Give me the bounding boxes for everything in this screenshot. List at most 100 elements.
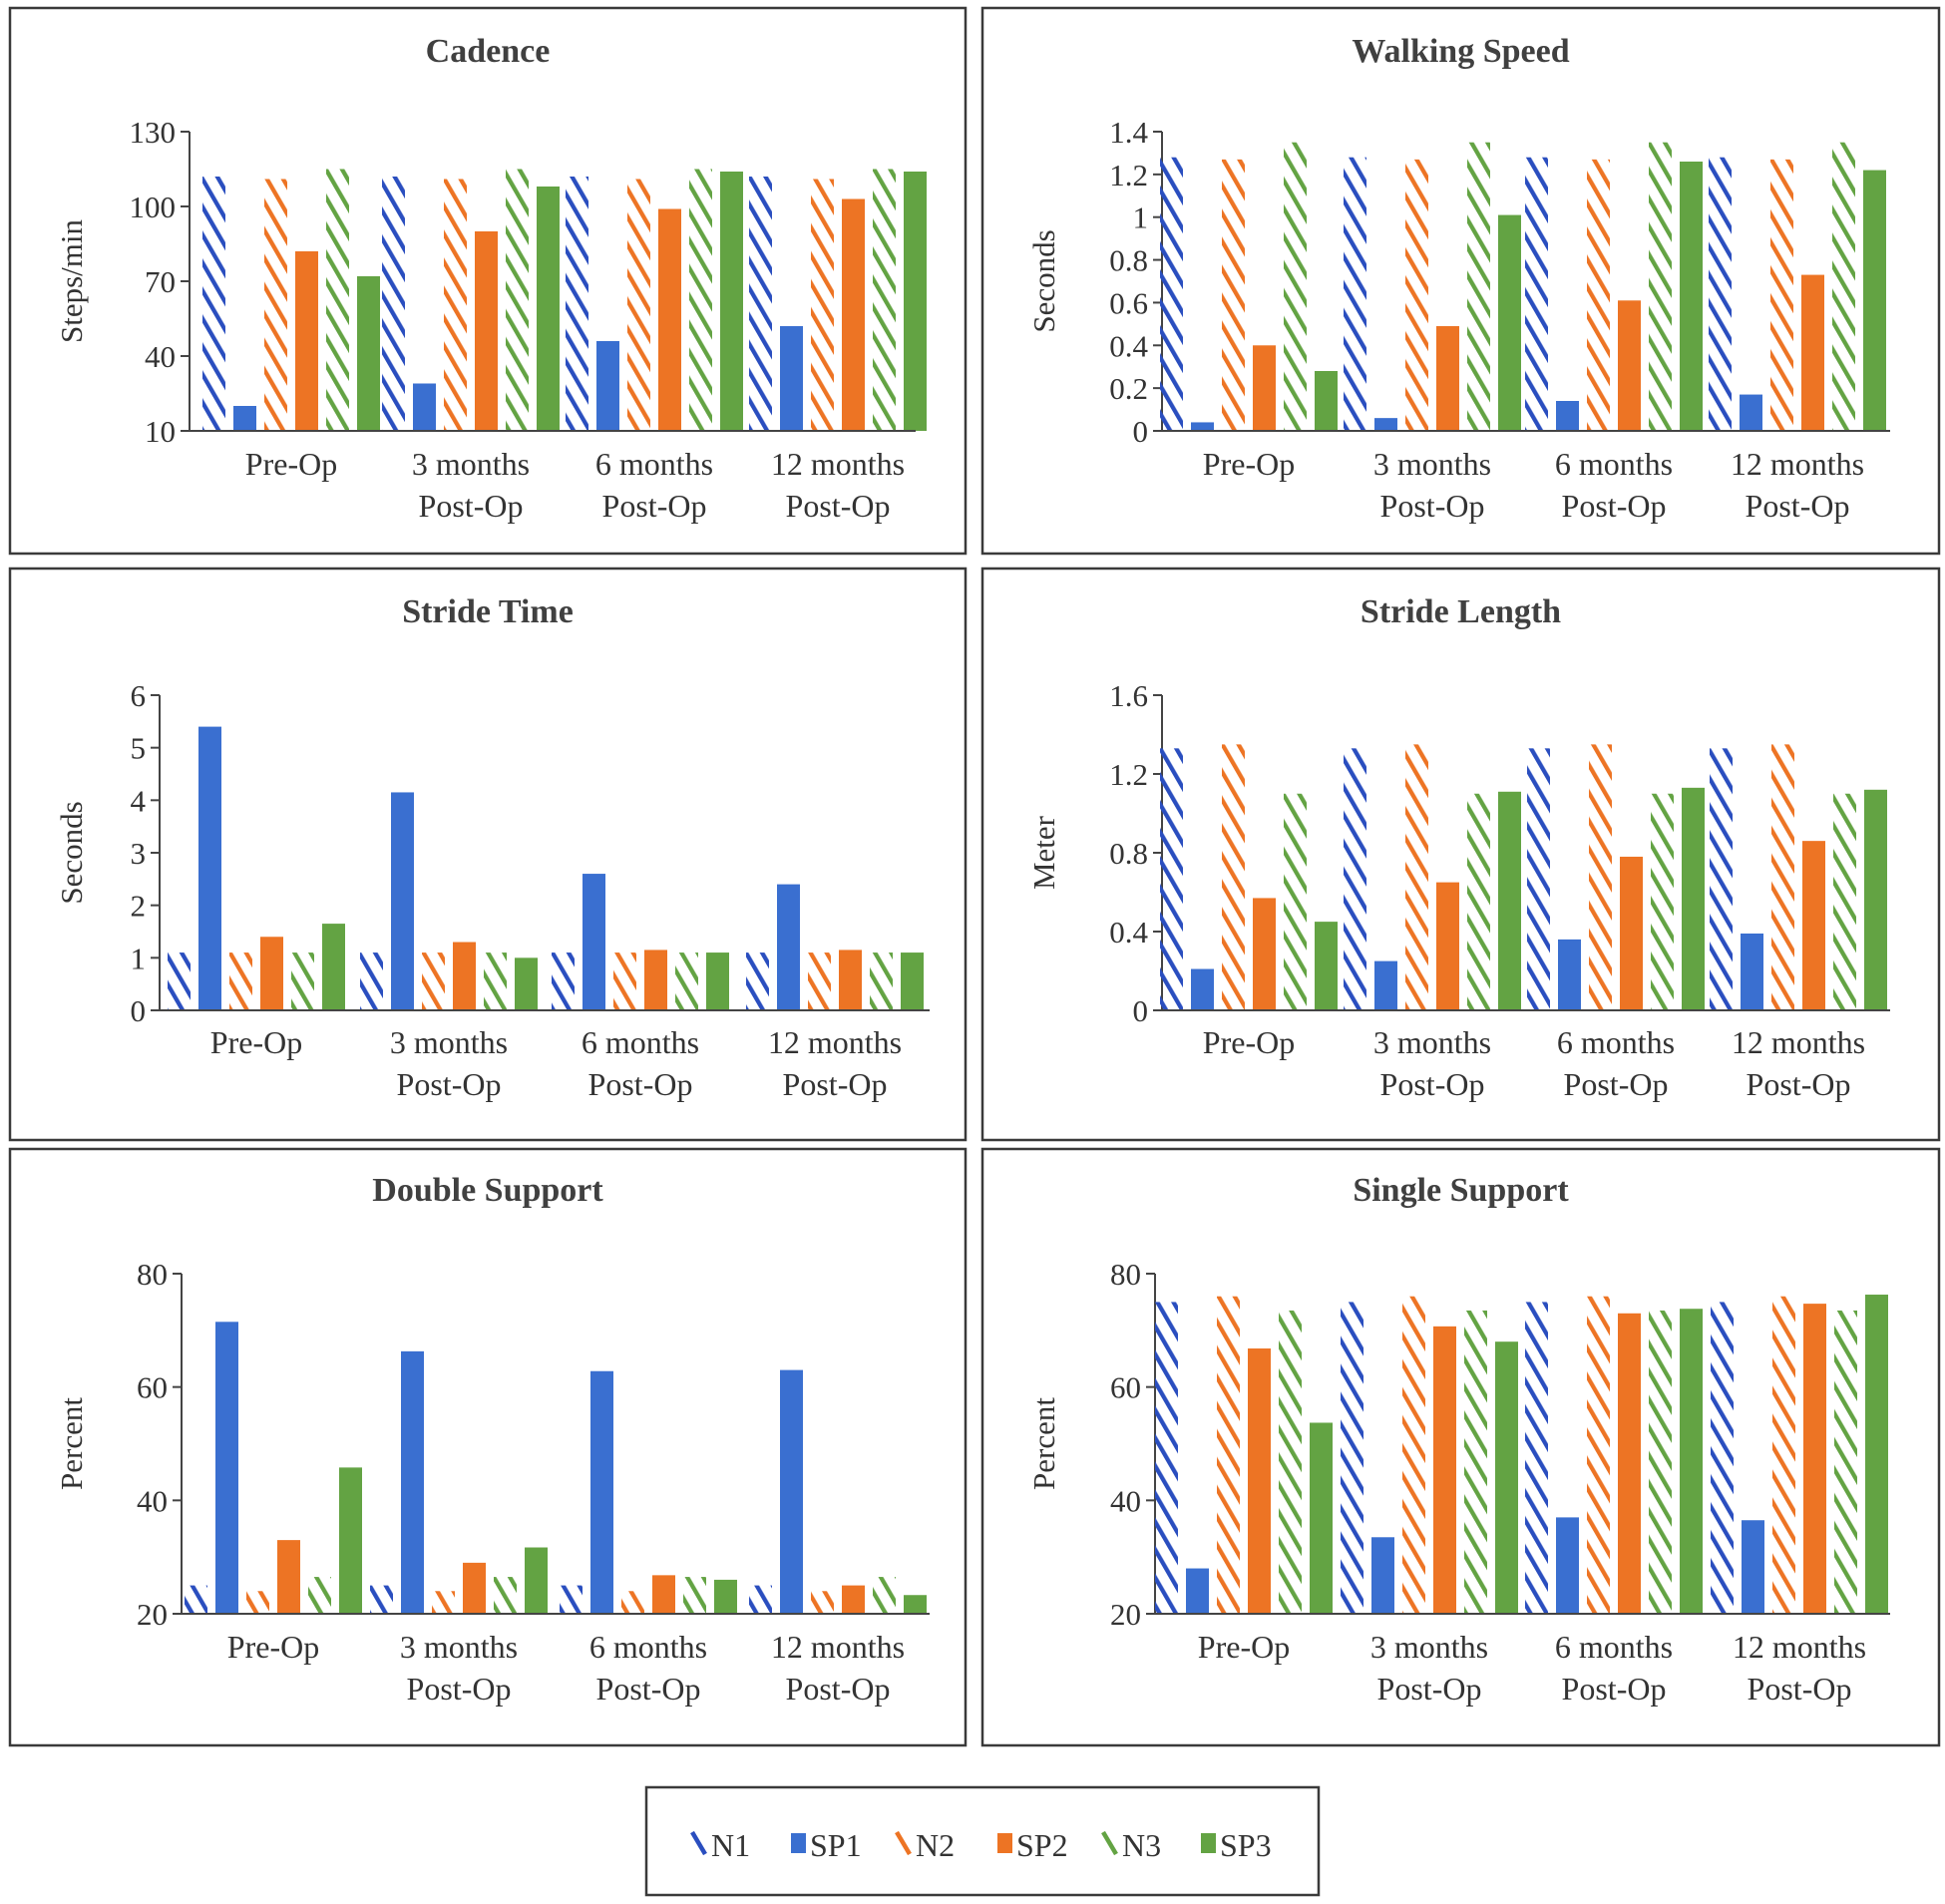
y-tick-label: 20 (1110, 1597, 1141, 1632)
bar-sp3-6-months-post-op (714, 1579, 737, 1614)
bar-n3-3-months-post-op (1467, 142, 1490, 431)
bar-sp2-12-months-post-op (1803, 1304, 1826, 1614)
x-tick-label-line: 6 months (1557, 1024, 1675, 1060)
bar-n2-pre-op (1222, 159, 1245, 431)
y-tick-label: 0.4 (1109, 328, 1148, 363)
y-tick-label: 6 (131, 678, 147, 713)
y-tick-label: 20 (137, 1597, 168, 1632)
bar-sp3-6-months-post-op (1680, 1309, 1703, 1614)
chart-title: Stride Length (1361, 593, 1561, 630)
bar-n2-12-months-post-op (1770, 159, 1793, 431)
bar-n2-pre-op (264, 179, 287, 431)
bar-n3-pre-op (1284, 142, 1307, 431)
chart-stride-time: Stride Time 0 1 2 3 4 5 6 Seconds Pre-Op 3 months P… (8, 567, 968, 1142)
bar-sp1-12-months-post-op (1742, 1520, 1764, 1614)
x-tick-label: 12 months Post-Op (1731, 446, 1864, 524)
bar-sp3-3-months-post-op (1498, 214, 1521, 431)
bar-n1-12-months-post-op (749, 177, 772, 431)
y-tick-label: 1 (1133, 200, 1149, 235)
bar-sp1-6-months-post-op (596, 341, 619, 431)
bar-n2-12-months-post-op (808, 952, 831, 1010)
x-tick-label-line: 3 months (1373, 446, 1491, 482)
bar-sp1-12-months-post-op (1740, 394, 1762, 431)
x-tick-label: 12 months Post-Op (1732, 1024, 1865, 1102)
legend-label: SP3 (1220, 1827, 1272, 1863)
bar-n2-12-months-post-op (1771, 744, 1794, 1010)
y-tick-label: 40 (1110, 1483, 1141, 1518)
bar-sp1-6-months-post-op (1556, 1517, 1579, 1614)
x-tick-label: 6 months Post-Op (582, 1024, 699, 1102)
x-tick-label: 3 months Post-Op (1373, 1024, 1491, 1102)
x-tick-label: 6 months Post-Op (1555, 1629, 1673, 1707)
y-tick-label: 80 (137, 1257, 168, 1292)
bar-n2-pre-op (1222, 744, 1245, 1010)
x-tick-label-line: 12 months (1733, 1629, 1866, 1665)
bar-sp2-6-months-post-op (1618, 1313, 1641, 1614)
bar-n1-12-months-post-op (1709, 157, 1732, 431)
bar-sp2-12-months-post-op (839, 950, 862, 1010)
bar-sp3-6-months-post-op (1680, 162, 1703, 431)
x-tick-label: 3 months Post-Op (1373, 446, 1491, 524)
x-tick-label-line: 3 months (1370, 1629, 1488, 1665)
bar-n1-6-months-post-op (1527, 748, 1550, 1010)
legend-item-n3: N3 (1101, 1827, 1161, 1863)
chart-title: Single Support (1353, 1172, 1569, 1209)
bar-sp3-pre-op (1315, 922, 1338, 1010)
legend-item-n2: N2 (895, 1827, 955, 1863)
x-tick-label-line: Pre-Op (227, 1629, 319, 1665)
bar-sp2-pre-op (295, 251, 318, 431)
bar-sp2-6-months-post-op (1620, 856, 1643, 1010)
x-tick-label-line: Post-Op (1562, 1671, 1667, 1707)
x-tick-label-line: 12 months (768, 1024, 902, 1060)
bar-n3-6-months-post-op (1649, 142, 1672, 431)
bar-n1-12-months-post-op (1710, 748, 1733, 1010)
bar-n2-pre-op (1217, 1296, 1240, 1614)
bar-n3-12-months-post-op (1834, 1310, 1857, 1614)
bar-n3-6-months-post-op (1651, 793, 1674, 1010)
y-tick-label: 1.2 (1109, 158, 1148, 192)
bar-n3-6-months-post-op (1649, 1310, 1672, 1614)
bar-sp2-6-months-post-op (658, 208, 681, 431)
bar-sp3-3-months-post-op (537, 187, 560, 431)
bar-n2-6-months-post-op (621, 1591, 644, 1614)
bar-n2-12-months-post-op (811, 1591, 834, 1614)
x-tick-label: 12 months Post-Op (768, 1024, 902, 1102)
y-tick-label: 60 (137, 1370, 168, 1405)
y-tick-label: 100 (130, 190, 177, 224)
bar-sp2-12-months-post-op (1802, 841, 1825, 1010)
y-tick-label: 40 (137, 1483, 168, 1518)
legend: N1 SP1 N2 SP2 N3 SP3 (644, 1785, 1321, 1897)
legend-item-sp3: SP3 (1201, 1827, 1272, 1863)
legend-label: SP1 (810, 1827, 862, 1863)
bar-n2-6-months-post-op (613, 952, 636, 1010)
bar-n1-12-months-post-op (749, 1585, 772, 1614)
bar-sp2-12-months-post-op (1801, 274, 1824, 431)
chart-frame (8, 567, 968, 1142)
y-axis-label: Steps/min (54, 218, 89, 343)
x-tick-label: 6 months Post-Op (589, 1629, 707, 1707)
y-tick-label: 0 (131, 993, 147, 1028)
bar-sp1-pre-op (215, 1322, 238, 1614)
bar-sp2-3-months-post-op (463, 1562, 486, 1614)
bar-n1-6-months-post-op (552, 952, 575, 1010)
bar-sp2-3-months-post-op (453, 942, 476, 1010)
x-tick-label-line: 12 months (771, 446, 905, 482)
legend-swatch (690, 1830, 707, 1856)
y-tick-label: 130 (130, 115, 177, 150)
bar-n3-12-months-post-op (873, 169, 896, 431)
bar-sp2-3-months-post-op (1436, 882, 1459, 1010)
x-tick-label: 3 months Post-Op (1370, 1629, 1488, 1707)
bar-n1-3-months-post-op (1344, 748, 1366, 1010)
bar-sp1-pre-op (1191, 422, 1214, 431)
x-tick-label-line: Post-Op (596, 1671, 701, 1707)
bar-n2-6-months-post-op (1587, 1296, 1610, 1614)
x-tick-label-line: 6 months (582, 1024, 699, 1060)
y-tick-label: 40 (145, 339, 176, 374)
y-tick-label: 2 (131, 889, 147, 924)
x-tick-label: Pre-Op (1198, 1629, 1290, 1665)
chart-cadence: Cadence 10 40 70 100 130 Steps/min Pre-Op 3 mont… (8, 6, 968, 556)
bar-n2-6-months-post-op (1587, 159, 1610, 431)
bar-sp1-3-months-post-op (1374, 418, 1397, 431)
x-tick-label: 6 months Post-Op (1557, 1024, 1675, 1102)
bar-n3-6-months-post-op (689, 169, 712, 431)
